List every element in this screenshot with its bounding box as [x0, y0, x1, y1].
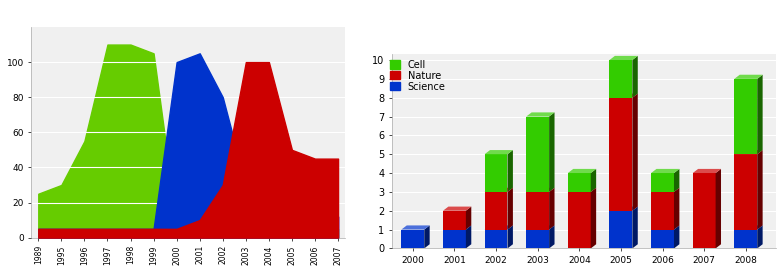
Polygon shape: [526, 117, 549, 192]
Polygon shape: [674, 225, 680, 248]
Polygon shape: [609, 98, 633, 211]
Polygon shape: [568, 188, 596, 192]
Polygon shape: [651, 230, 674, 248]
Polygon shape: [443, 230, 466, 248]
Polygon shape: [443, 211, 466, 229]
Polygon shape: [466, 225, 471, 248]
Polygon shape: [485, 188, 513, 192]
Polygon shape: [735, 79, 757, 154]
Polygon shape: [609, 60, 633, 98]
Polygon shape: [693, 169, 721, 173]
Polygon shape: [590, 169, 596, 192]
Polygon shape: [526, 112, 554, 117]
Polygon shape: [633, 94, 637, 211]
Polygon shape: [443, 225, 471, 230]
Polygon shape: [757, 225, 763, 248]
Polygon shape: [651, 169, 680, 173]
Polygon shape: [651, 192, 674, 230]
Polygon shape: [549, 225, 554, 248]
Polygon shape: [609, 211, 633, 248]
Polygon shape: [485, 154, 507, 192]
Polygon shape: [633, 207, 637, 248]
Polygon shape: [735, 230, 757, 248]
Polygon shape: [401, 225, 430, 230]
Polygon shape: [568, 173, 590, 192]
Polygon shape: [757, 150, 763, 230]
Polygon shape: [651, 188, 680, 192]
Polygon shape: [674, 188, 680, 230]
Polygon shape: [609, 56, 637, 60]
Polygon shape: [507, 225, 513, 248]
Polygon shape: [568, 192, 590, 248]
Polygon shape: [651, 225, 680, 230]
Polygon shape: [609, 207, 637, 211]
Legend: Cell, Nature, Science: Cell, Nature, Science: [389, 59, 447, 93]
Polygon shape: [526, 230, 549, 248]
Polygon shape: [568, 169, 596, 173]
Polygon shape: [590, 188, 596, 248]
Polygon shape: [526, 188, 554, 192]
Polygon shape: [485, 225, 513, 230]
Polygon shape: [424, 225, 430, 248]
Polygon shape: [549, 112, 554, 192]
Polygon shape: [651, 173, 674, 192]
Polygon shape: [757, 75, 763, 154]
Polygon shape: [507, 188, 513, 230]
Polygon shape: [735, 150, 763, 154]
Polygon shape: [716, 169, 721, 248]
Polygon shape: [735, 154, 757, 230]
Polygon shape: [674, 169, 680, 192]
Polygon shape: [485, 192, 507, 230]
Polygon shape: [485, 230, 507, 248]
Polygon shape: [735, 225, 763, 230]
Polygon shape: [466, 207, 471, 230]
Polygon shape: [735, 75, 763, 79]
Polygon shape: [526, 225, 554, 230]
Polygon shape: [633, 56, 637, 98]
Polygon shape: [549, 188, 554, 230]
Polygon shape: [401, 230, 424, 248]
Polygon shape: [485, 150, 513, 154]
Polygon shape: [693, 173, 716, 248]
Polygon shape: [609, 94, 637, 98]
Polygon shape: [443, 207, 471, 211]
Polygon shape: [507, 150, 513, 192]
Polygon shape: [526, 192, 549, 230]
